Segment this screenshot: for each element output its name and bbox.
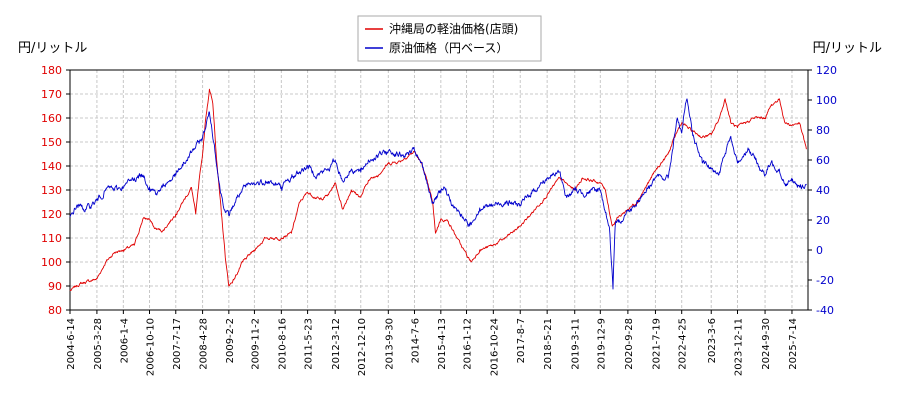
legend: 沖縄局の軽油価格(店頭) 原油価格（円ベース）: [357, 15, 542, 62]
x-tick-label: 2018-5-21: [543, 318, 554, 370]
left-axis-unit: 円/リットル: [18, 41, 87, 56]
series-line-crude: [69, 98, 807, 290]
left-y-tick-label: 80: [48, 304, 62, 317]
legend-box: [357, 15, 542, 62]
right-y-tick-label: 80: [816, 124, 830, 137]
right-y-tick-label: 0: [816, 244, 823, 257]
right-y-tick-label: 120: [816, 64, 837, 77]
x-tick-label: 2019-3-11: [571, 318, 582, 370]
x-tick-label: 2016-1-12: [463, 318, 474, 370]
left-y-tick-label: 180: [41, 64, 62, 77]
series-line-diesel: [69, 88, 807, 292]
x-tick-label: 2005-3-28: [93, 318, 104, 370]
x-tick-label: 2014-7-6: [410, 318, 421, 363]
x-tick-label: 2009-2-2: [225, 318, 236, 363]
x-tick-label: 2019-12-9: [596, 318, 607, 370]
left-y-tick-label: 110: [41, 232, 62, 245]
x-tick-label: 2017-8-7: [516, 318, 527, 363]
x-tick-label: 2025-7-14: [788, 318, 799, 370]
x-tick-label: 2023-3-6: [707, 318, 718, 363]
x-tick-label: 2006-1-4: [119, 318, 130, 363]
x-tick-label: 2023-12-11: [733, 318, 744, 376]
x-tick-label: 2009-11-2: [250, 318, 261, 370]
right-y-tick-label: 40: [816, 184, 830, 197]
x-tick-label: 2006-10-10: [146, 318, 157, 376]
x-tick-label: 2016-10-24: [489, 318, 500, 376]
x-tick-label: 2008-4-28: [199, 318, 210, 370]
x-tick-label: 2007-7-17: [172, 318, 183, 370]
legend-label-diesel: 沖縄局の軽油価格(店頭): [389, 21, 518, 36]
left-y-tick-label: 170: [41, 88, 62, 101]
left-y-tick-label: 100: [41, 256, 62, 269]
left-y-tick-label: 120: [41, 208, 62, 221]
axes: 80 90 100 110 120 130 140 150 160 170 180 -40 -20 0 20…: [41, 64, 837, 376]
x-tick-label: 2011-5-23: [304, 318, 315, 370]
x-tick-label: 2015-4-13: [437, 318, 448, 370]
left-y-tick-label: 130: [41, 184, 62, 197]
x-tick-label: 2020-9-28: [624, 318, 635, 370]
x-tick-label: 2004-6-14: [66, 318, 77, 370]
right-y-tick-label: 100: [816, 94, 837, 107]
x-tick-label: 2022-4-25: [678, 318, 689, 370]
right-axis-unit: 円/リットル: [813, 41, 882, 56]
right-y-tick-label: 60: [816, 154, 830, 167]
left-y-tick-label: 140: [41, 160, 62, 173]
left-y-tick-label: 160: [41, 112, 62, 125]
right-y-tick-label: -20: [816, 274, 834, 287]
grid: [69, 69, 808, 311]
x-tick-label: 2012-12-10: [357, 318, 368, 376]
x-tick-label: 2013-9-30: [384, 318, 395, 370]
series-layer: [69, 88, 807, 292]
left-y-tick-label: 150: [41, 136, 62, 149]
left-y-tick-label: 90: [48, 280, 62, 293]
legend-label-crude: 原油価格（円ベース）: [389, 40, 508, 55]
right-y-tick-label: -40: [816, 304, 834, 317]
x-tick-label: 2024-9-30: [761, 318, 772, 370]
x-tick-label: 2021-7-19: [651, 318, 662, 370]
right-y-tick-label: 20: [816, 214, 830, 227]
x-tick-label: 2012-3-12: [331, 318, 342, 370]
x-tick-label: 2010-8-16: [277, 318, 288, 370]
